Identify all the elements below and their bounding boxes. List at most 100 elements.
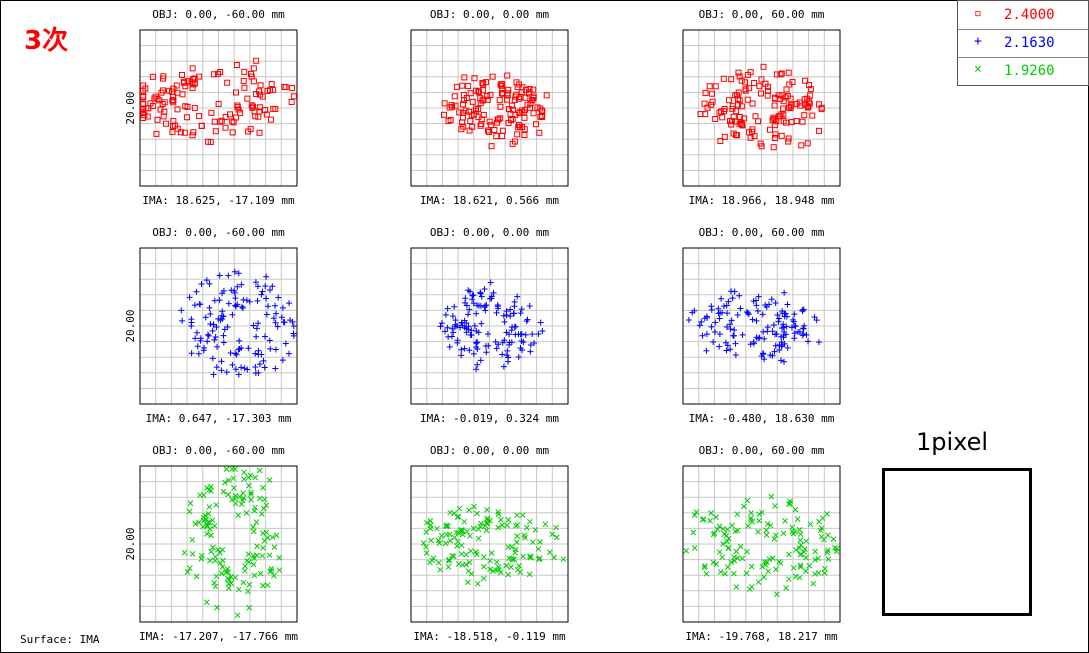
spot-marker	[200, 517, 207, 524]
spot-marker	[504, 522, 511, 529]
spot-marker	[764, 328, 771, 335]
spot-marker	[543, 92, 550, 99]
spot-marker	[521, 114, 528, 121]
spot-marker	[259, 511, 265, 517]
spot-marker	[195, 350, 202, 357]
spot-marker	[140, 87, 147, 94]
spot-marker	[465, 287, 472, 294]
spot-marker	[215, 546, 221, 553]
spot-marker	[725, 298, 732, 305]
spot-marker	[219, 308, 226, 315]
spot-marker	[470, 525, 477, 532]
spot-marker	[737, 305, 744, 312]
spot-marker	[256, 88, 263, 95]
spot-marker	[768, 296, 775, 303]
spot-marker	[744, 310, 751, 317]
spot-marker	[482, 79, 489, 86]
spot-marker	[491, 126, 498, 133]
spot-marker	[755, 293, 762, 300]
spot-marker	[248, 491, 254, 498]
spot-marker	[776, 558, 783, 565]
spot-marker	[776, 346, 783, 353]
spot-marker	[786, 501, 792, 507]
spot-marker	[217, 560, 223, 566]
spot-marker	[717, 569, 724, 575]
spot-marker	[702, 563, 708, 569]
spot-marker	[724, 564, 731, 570]
spot-marker	[488, 550, 495, 556]
spot-marker	[235, 586, 242, 593]
spot-marker	[188, 350, 195, 357]
spot-marker	[500, 312, 507, 319]
scale-label: 20.00	[124, 91, 137, 124]
spot-marker	[211, 297, 218, 304]
spot-marker	[535, 330, 542, 337]
spot-marker	[761, 558, 768, 565]
spot-marker	[733, 132, 740, 139]
spot-marker	[262, 333, 269, 340]
spot-marker	[161, 108, 168, 115]
spot-marker	[536, 129, 543, 136]
spot-marker	[504, 72, 511, 79]
spot-marker	[785, 135, 792, 142]
plot-border	[139, 465, 298, 623]
obj-field-label: OBJ: 0.00, -60.00 mm	[152, 8, 285, 21]
spot-marker	[253, 57, 260, 64]
spot-marker	[547, 549, 553, 556]
spot-marker	[539, 327, 546, 334]
spot-marker	[473, 551, 480, 558]
spot-marker	[262, 282, 269, 289]
obj-field-label: OBJ: 0.00, -60.00 mm	[152, 444, 285, 457]
spot-marker	[250, 322, 257, 329]
spot-marker	[825, 556, 832, 562]
spot-marker	[739, 555, 746, 562]
spot-marker	[187, 565, 193, 572]
spot-marker	[461, 345, 468, 352]
spot-marker	[181, 549, 188, 556]
spot-marker	[778, 70, 785, 77]
spot-marker	[495, 511, 502, 518]
spot-marker	[782, 94, 789, 101]
spot-marker	[245, 345, 252, 352]
spot-marker	[505, 358, 512, 365]
spot-marker	[526, 302, 533, 309]
spot-marker	[711, 530, 718, 537]
spot-marker	[240, 495, 247, 501]
spot-marker	[760, 63, 767, 70]
spot-marker	[788, 324, 795, 331]
spot-plot	[682, 465, 841, 623]
spot-marker	[484, 515, 491, 522]
spot-marker	[793, 117, 800, 124]
spot-marker	[771, 135, 778, 142]
spot-marker	[716, 315, 723, 322]
spot-marker	[149, 73, 156, 80]
spot-marker	[427, 518, 434, 524]
spot-marker	[697, 111, 704, 118]
spot-marker	[488, 143, 495, 150]
spot-marker	[207, 526, 213, 532]
spot-marker	[436, 559, 442, 566]
spot-marker	[442, 328, 449, 335]
spot-marker	[719, 114, 726, 121]
spot-marker	[251, 572, 258, 579]
spot-marker	[252, 364, 259, 371]
spot-marker	[497, 115, 504, 122]
spot-marker	[804, 140, 811, 147]
spot-marker	[198, 122, 205, 129]
spot-marker	[235, 106, 242, 113]
spot-marker	[731, 326, 738, 333]
spot-marker	[792, 506, 799, 513]
spot-marker	[764, 92, 771, 99]
spot-marker	[815, 570, 822, 576]
spot-marker	[260, 545, 266, 551]
spot-marker	[763, 527, 770, 534]
spot-marker	[813, 317, 820, 324]
spot-marker	[224, 323, 231, 330]
spot-marker	[290, 332, 297, 339]
spot-marker	[683, 547, 689, 554]
spot-marker	[514, 533, 521, 540]
spot-marker	[506, 331, 513, 338]
spot-marker	[219, 546, 226, 553]
spot-marker	[189, 65, 196, 72]
spot-marker	[542, 521, 549, 528]
